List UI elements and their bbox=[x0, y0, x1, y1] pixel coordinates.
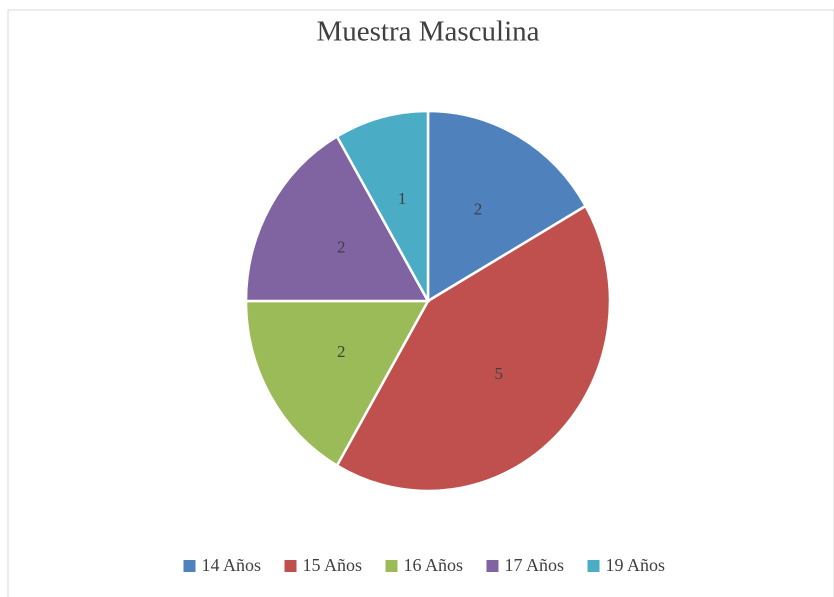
pie-slice bbox=[426, 109, 588, 304]
chart-title: Muestra Masculina bbox=[316, 16, 539, 48]
legend-label: 19 Años bbox=[606, 555, 666, 575]
legend-swatch bbox=[183, 560, 196, 572]
legend-swatch bbox=[587, 560, 600, 572]
data-label: 2 bbox=[474, 199, 483, 218]
legend-swatch bbox=[284, 560, 297, 572]
data-label: 5 bbox=[495, 364, 504, 383]
legend-label: 14 Años bbox=[202, 555, 262, 575]
pie-slice bbox=[244, 134, 431, 303]
data-label: 1 bbox=[398, 189, 407, 208]
legend-swatch bbox=[385, 560, 398, 572]
legend-swatch bbox=[486, 560, 499, 572]
pie-slice bbox=[335, 204, 612, 493]
legend-label: 17 Años bbox=[505, 555, 565, 575]
data-label: 2 bbox=[337, 342, 346, 361]
legend-label: 16 Años bbox=[404, 555, 464, 575]
pie-slice bbox=[335, 109, 430, 302]
pie-slice bbox=[244, 299, 431, 468]
legend-label: 15 Años bbox=[303, 555, 363, 575]
data-label: 2 bbox=[337, 238, 346, 257]
